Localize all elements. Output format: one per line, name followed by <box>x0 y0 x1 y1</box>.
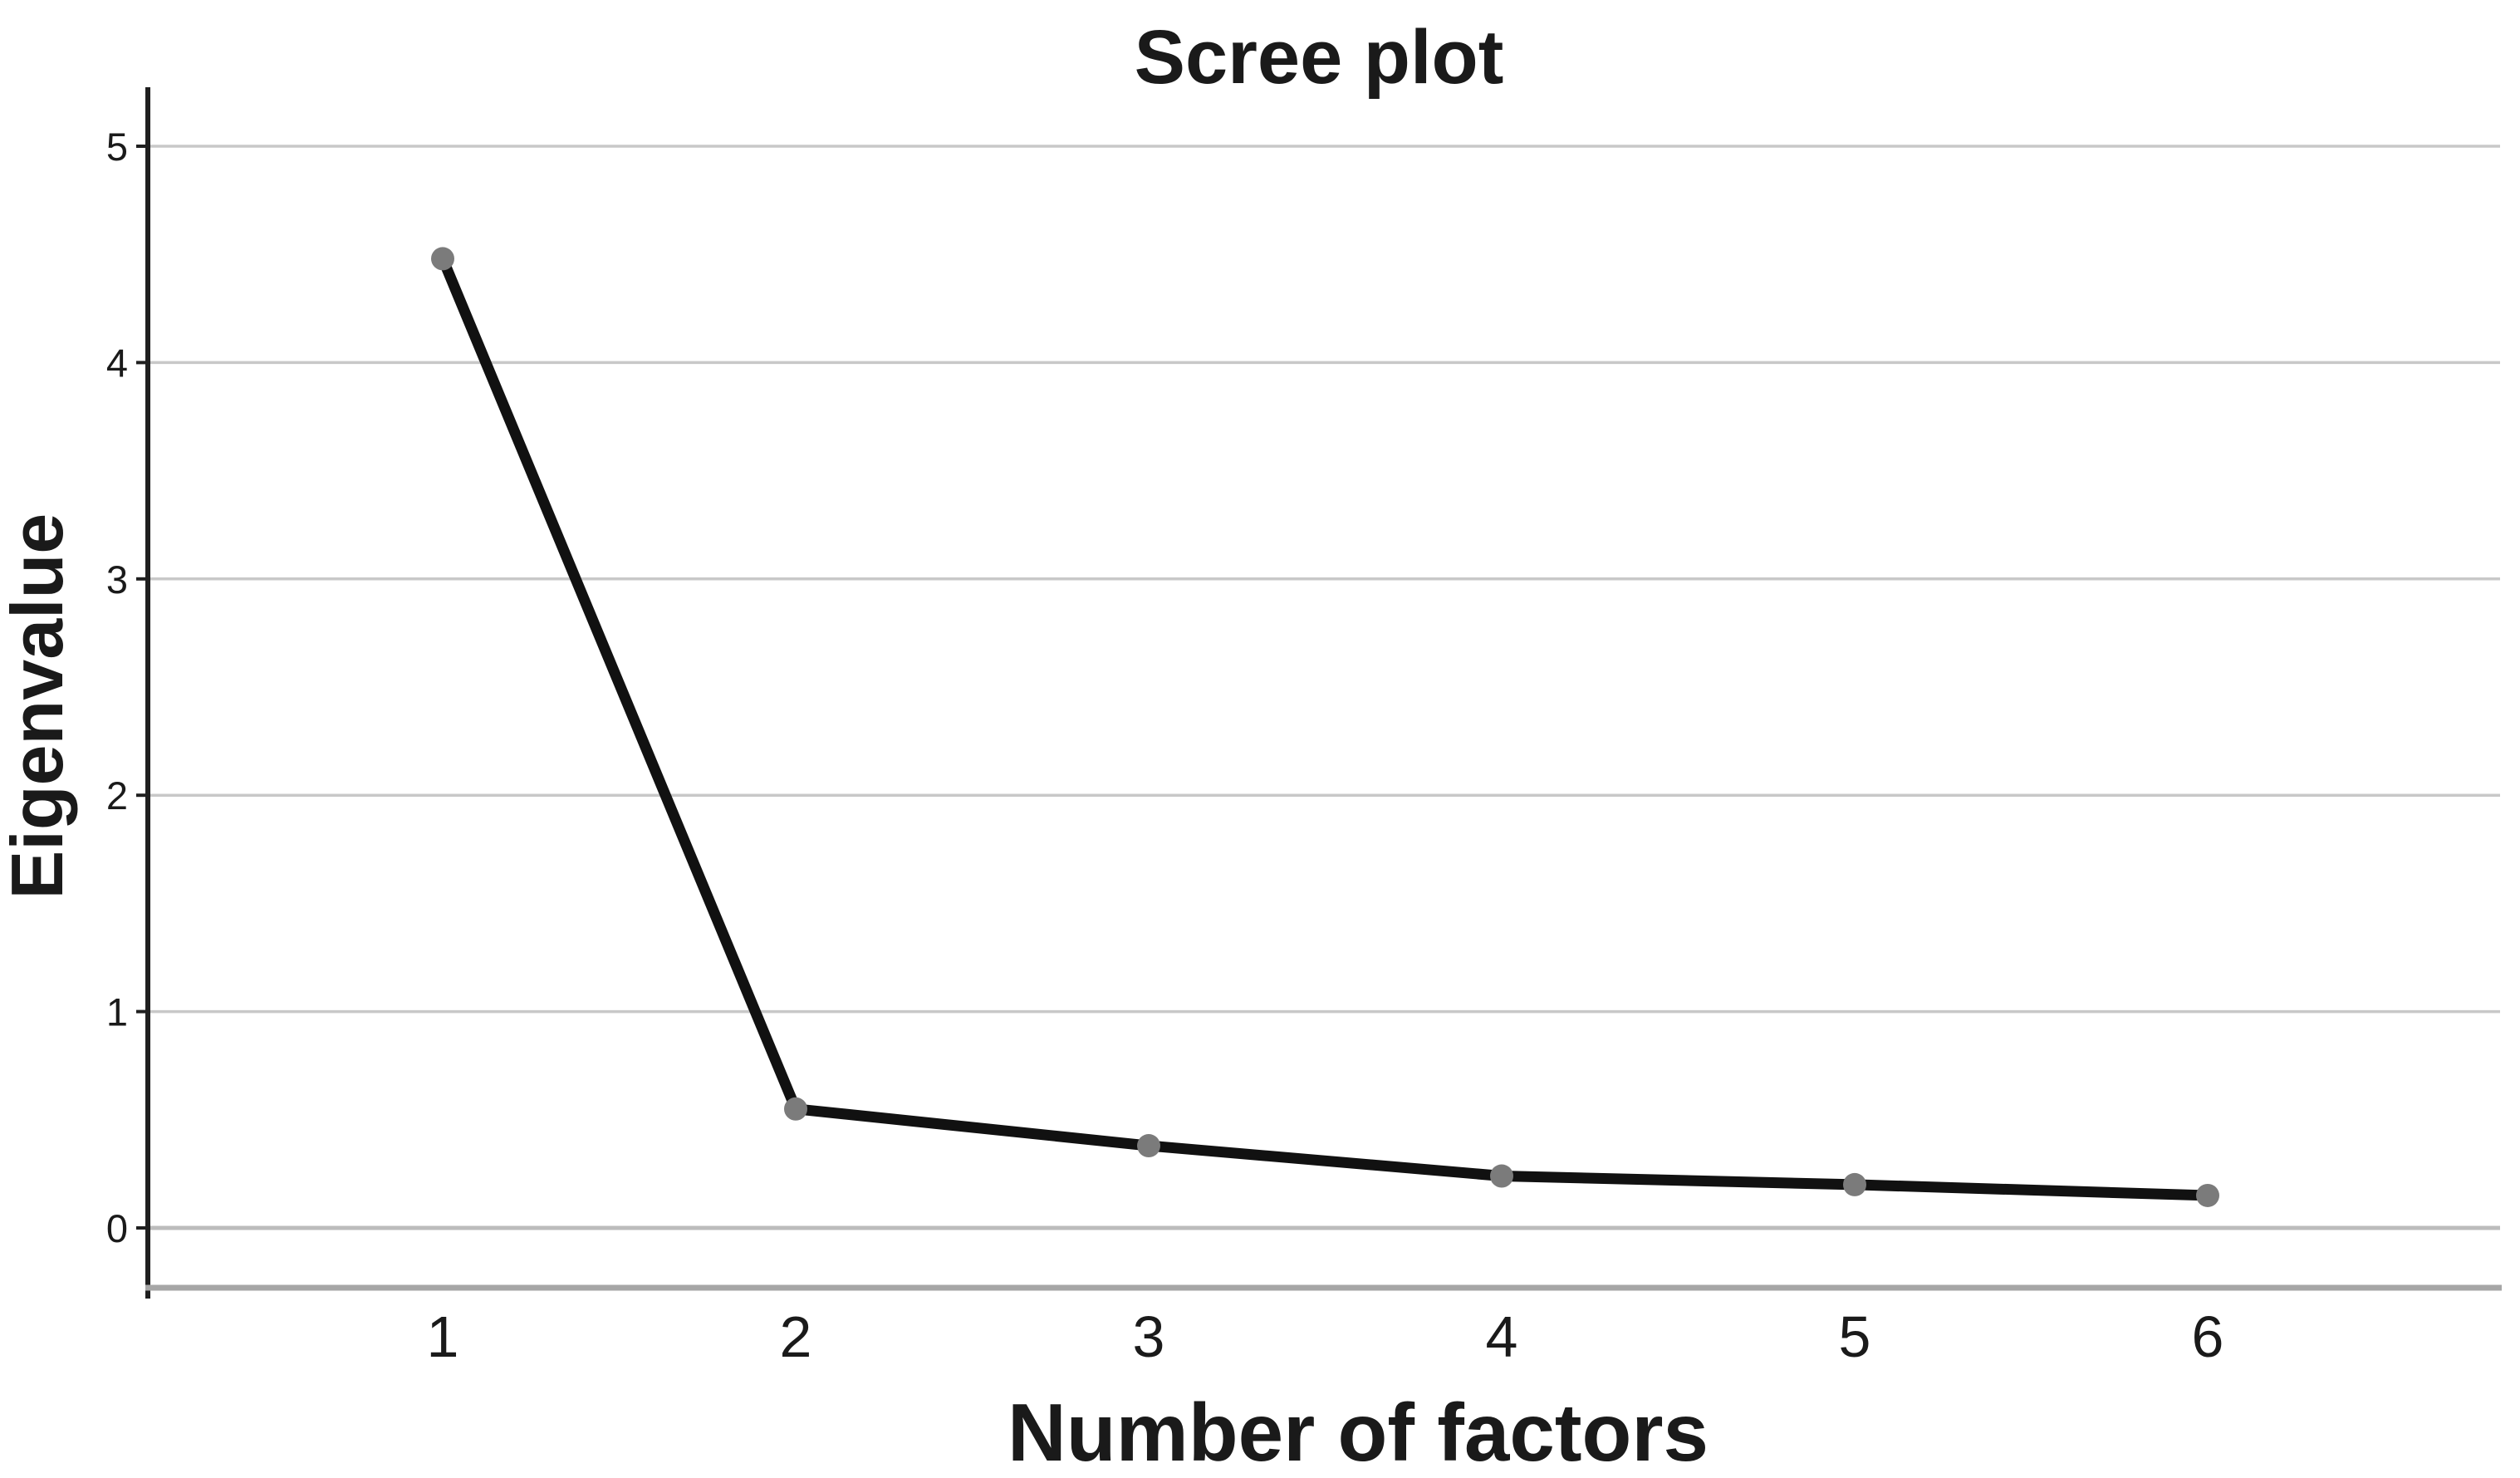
data-point-5 <box>1843 1172 1866 1196</box>
gridline-group <box>148 145 2500 1230</box>
y-tick-label-5: 5 <box>106 125 128 169</box>
y-tick-group: 0 1 2 3 4 5 <box>106 125 148 1250</box>
y-tick-label-4: 4 <box>106 341 128 385</box>
scree-line <box>437 256 2209 1201</box>
x-tick-label-4: 4 <box>1486 1304 1518 1369</box>
x-axis-title: Number of factors <box>1008 1387 1709 1478</box>
x-tick-label-2: 2 <box>780 1304 812 1369</box>
series-group <box>431 247 2219 1207</box>
x-tick-label-6: 6 <box>2192 1304 2224 1369</box>
x-tick-label-5: 5 <box>1839 1304 1871 1369</box>
y-tick-label-0: 0 <box>106 1206 128 1250</box>
data-point-1 <box>431 247 454 271</box>
data-point-3 <box>1137 1134 1160 1158</box>
data-point-2 <box>784 1097 807 1121</box>
y-axis-title: Eigenvalue <box>0 513 78 900</box>
y-tick-label-1: 1 <box>106 990 128 1034</box>
y-tick-label-3: 3 <box>106 557 128 602</box>
x-tick-group: 1 2 3 4 5 6 <box>427 1304 2224 1369</box>
data-point-4 <box>1490 1164 1513 1188</box>
y-tick-label-2: 2 <box>106 773 128 818</box>
chart-title: Scree plot <box>1135 15 1504 100</box>
x-tick-label-1: 1 <box>427 1304 459 1369</box>
x-tick-label-3: 3 <box>1133 1304 1165 1369</box>
data-point-6 <box>2196 1183 2219 1207</box>
